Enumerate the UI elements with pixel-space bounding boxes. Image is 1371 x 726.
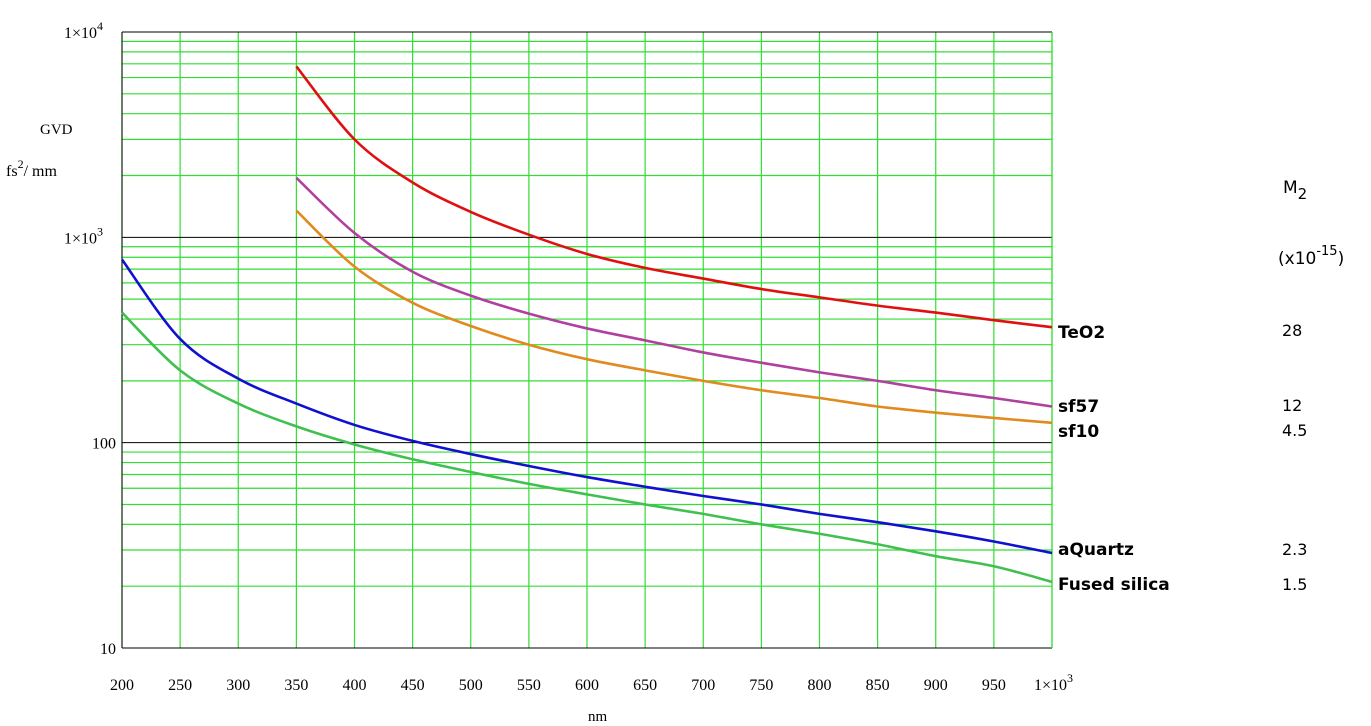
x-tick-label: 700 [691, 677, 715, 694]
x-tick-label: 1×103 [1034, 671, 1073, 694]
series-label-sf10: sf10 [1058, 422, 1099, 442]
m2-value-sf57: 12 [1282, 396, 1302, 415]
x-tick-label: 300 [226, 677, 250, 694]
x-tick-label: 850 [866, 677, 890, 694]
series-line-sf10 [295, 209, 1053, 425]
m2-value-teo2: 28 [1282, 321, 1302, 340]
series-labels: TeO2 sf57 sf10 aQuartz Fused silica [1058, 323, 1170, 595]
x-tick-label: 800 [808, 677, 832, 694]
y-tick-label: 100 [92, 436, 116, 453]
x-tick-label: 250 [168, 677, 192, 694]
y-tick-label: 10 [100, 641, 116, 658]
m2-unit: (x10-15) [1278, 244, 1344, 269]
series-label-fused-silica: Fused silica [1058, 575, 1170, 595]
x-tick-label: 600 [575, 677, 599, 694]
series-label-sf57: sf57 [1058, 397, 1099, 417]
x-tick-label: 950 [982, 677, 1006, 694]
m2-value-aquartz: 2.3 [1282, 540, 1307, 559]
y-tick-label: 1×103 [64, 224, 103, 247]
x-tick-label: 450 [401, 677, 425, 694]
x-tick-label: 900 [924, 677, 948, 694]
x-tick-label: 550 [517, 677, 541, 694]
x-tick-label: 650 [633, 677, 657, 694]
y-tick-label: 1×104 [64, 19, 103, 42]
series-label-aquartz: aQuartz [1058, 540, 1134, 560]
m2-value-sf10: 4.5 [1282, 421, 1307, 440]
series-line-aquartz [120, 258, 1053, 555]
x-tick-label: 200 [110, 677, 134, 694]
series-lines [120, 65, 1053, 584]
minor-gridlines [121, 32, 1053, 648]
x-axis-label: nm [588, 709, 608, 725]
series-line-sf57 [295, 176, 1053, 408]
y-axis-label-unit: fs2/ mm [6, 157, 57, 180]
y-axis-label-title: GVD [40, 122, 73, 138]
series-line-fused-silica [121, 311, 1053, 584]
x-tick-label: 750 [749, 677, 773, 694]
m2-value-fused-silica: 1.5 [1282, 575, 1307, 594]
m2-values: 28 12 4.5 2.3 1.5 [1282, 321, 1307, 594]
major-gridlines [121, 31, 1053, 649]
x-tick-label: 500 [459, 677, 483, 694]
y-tick-labels: 10 100 1×103 1×104 [64, 19, 116, 658]
x-tick-label: 350 [284, 677, 308, 694]
x-tick-labels: 200 250 300 350 400 450 500 550 600 650 700 750 800 8… [110, 671, 1073, 694]
m2-header: M2 [1283, 178, 1307, 203]
x-tick-label: 400 [343, 677, 367, 694]
series-label-teo2: TeO2 [1058, 323, 1105, 343]
series-line-teo2 [295, 65, 1053, 329]
